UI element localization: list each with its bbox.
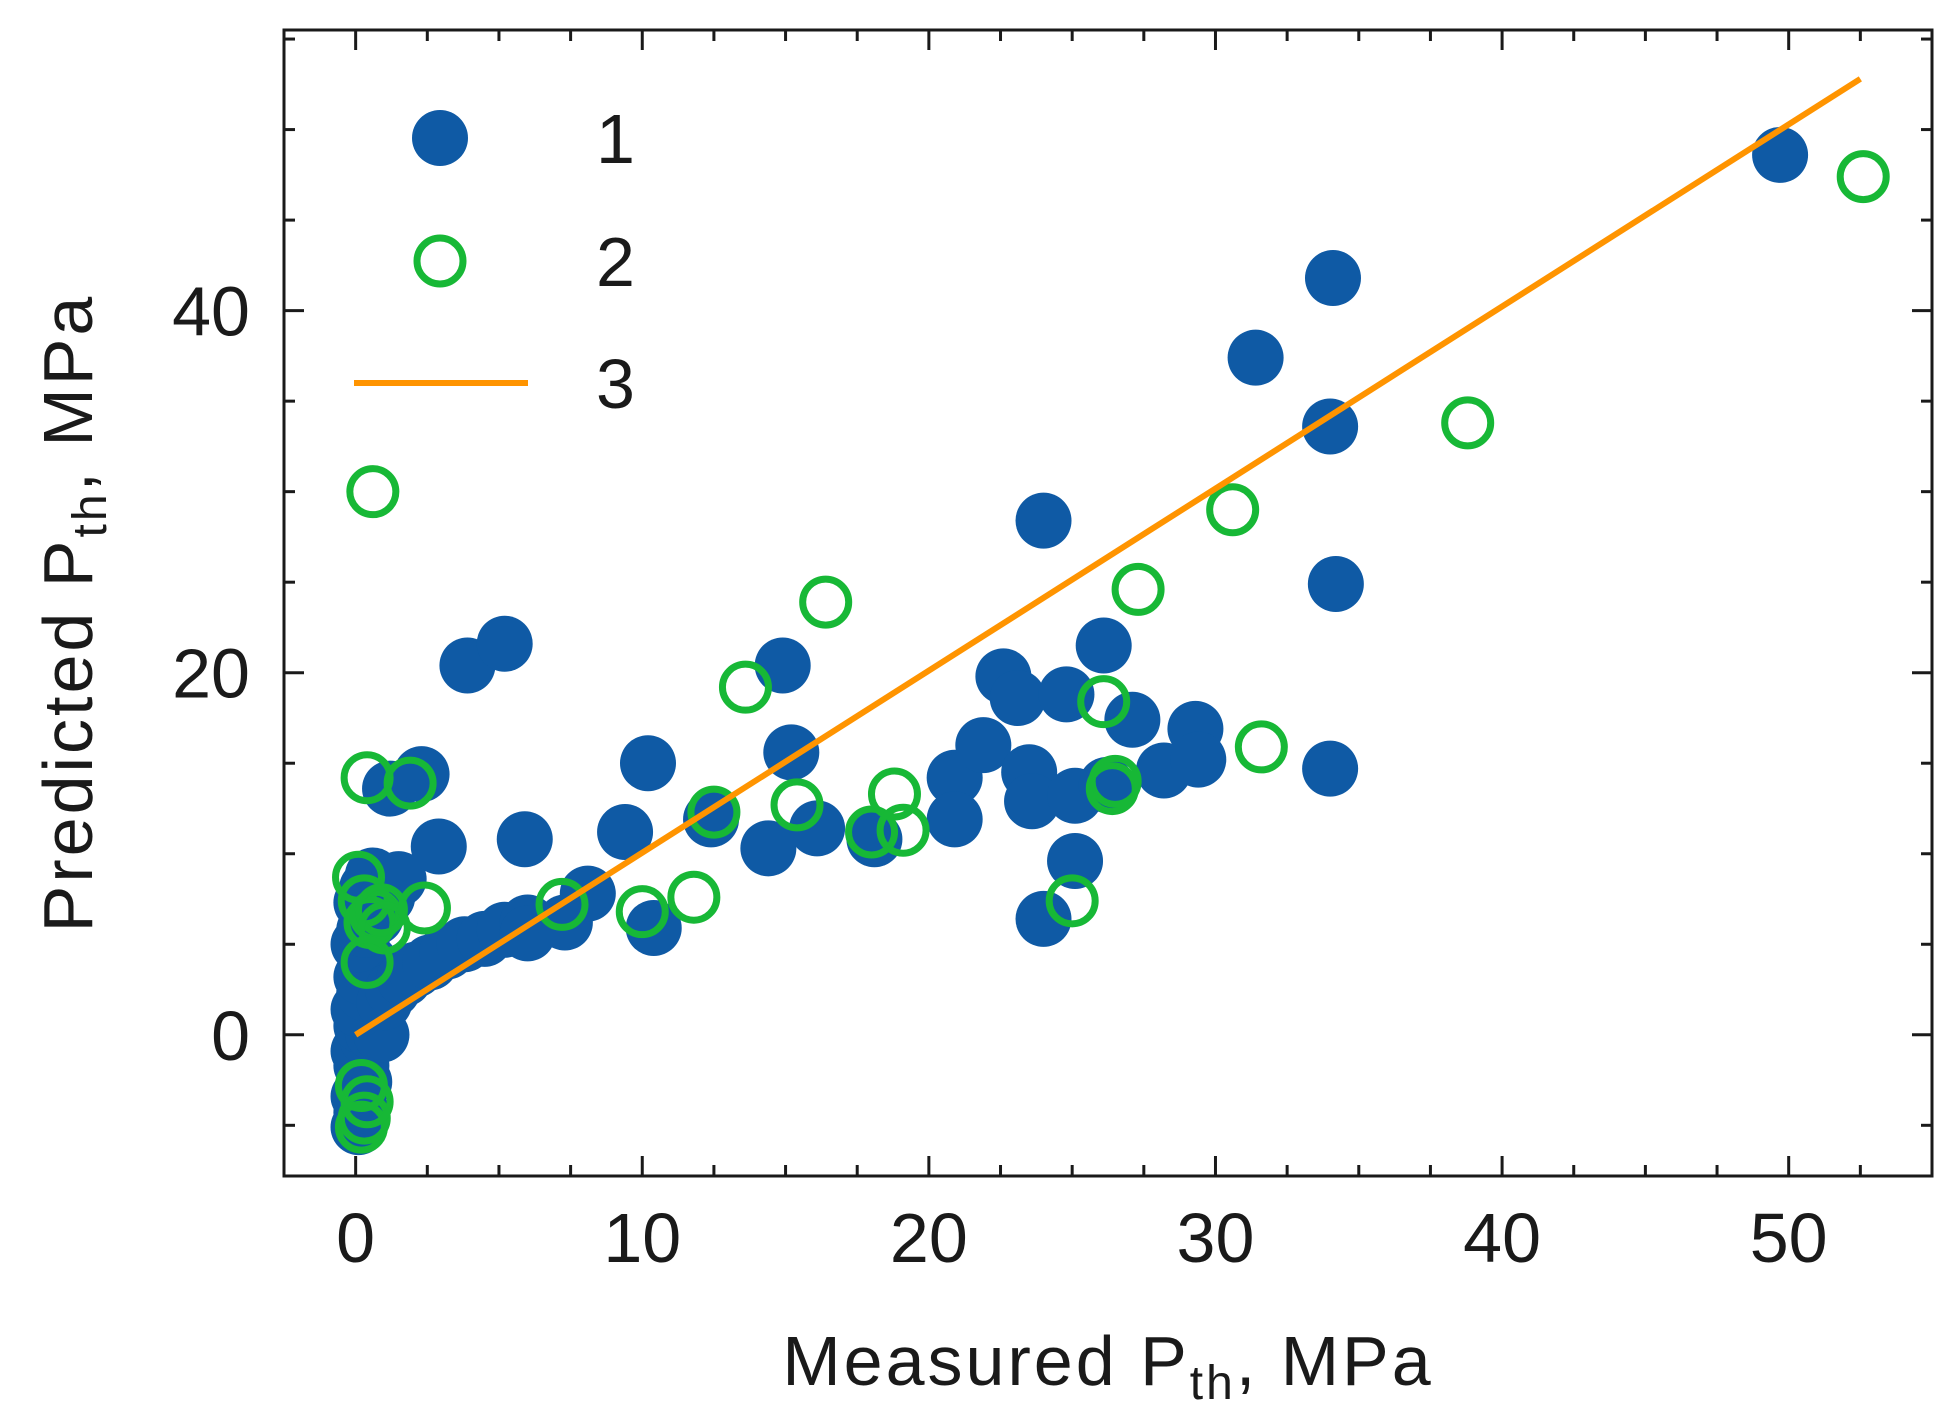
legend-label-series-3: 3 <box>596 345 635 423</box>
y-tick-label: 20 <box>172 635 250 713</box>
x-axis-label-unit: , MPa <box>1236 1322 1434 1400</box>
tick-marks <box>282 30 1934 1176</box>
tick-labels: 0 10 20 30 40 50 0 20 40 <box>172 273 1828 1277</box>
data-point-series-2 <box>770 778 824 832</box>
data-point-series-2 <box>383 756 437 810</box>
data-point-series-1 <box>1304 250 1361 307</box>
data-point-series-1 <box>1227 329 1284 386</box>
data-point-series-2 <box>845 805 899 859</box>
data-point-series-1 <box>740 820 797 877</box>
data-point-series-1 <box>926 791 983 848</box>
data-point-series-1 <box>1302 398 1359 455</box>
data-point-series-2 <box>1441 396 1495 450</box>
data-point-series-1 <box>1015 890 1072 947</box>
x-axis-label-main: Measured P <box>782 1322 1189 1400</box>
y-axis-label-main: Predicted P <box>29 537 107 932</box>
data-point-series-1 <box>989 670 1046 727</box>
legend-label-series-2: 2 <box>596 223 635 301</box>
x-tick-label: 50 <box>1750 1199 1828 1277</box>
data-point-series-1 <box>955 717 1012 774</box>
y-axis-label: Predicted Pth, MPa <box>29 294 117 933</box>
x-tick-label: 10 <box>603 1199 681 1277</box>
data-point-series-2 <box>867 767 921 821</box>
data-point-series-1 <box>1004 773 1061 830</box>
legend-marker-series-1 <box>412 110 468 166</box>
data-point-series-2 <box>1206 483 1260 537</box>
data-point-series-1 <box>1104 691 1161 748</box>
data-point-series-1 <box>1047 832 1104 889</box>
data-point-series-2 <box>1085 762 1139 816</box>
data-point-series-1 <box>1170 731 1227 788</box>
legend: 1 2 3 <box>354 100 635 423</box>
data-point-series-2 <box>334 1058 388 1112</box>
series-3-line <box>354 76 1862 1038</box>
data-point-series-1 <box>619 735 676 792</box>
data-point-series-1 <box>1075 617 1132 674</box>
data-point-series-1 <box>1307 555 1364 612</box>
x-axis-label-subscript: th <box>1190 1357 1236 1410</box>
data-point-series-1 <box>754 637 811 694</box>
data-point-series-1 <box>1302 740 1359 797</box>
data-point-series-2 <box>535 877 589 931</box>
data-point-series-2 <box>1111 562 1165 616</box>
data-point-series-2 <box>346 465 400 519</box>
x-tick-label: 0 <box>336 1199 375 1277</box>
data-point-series-2 <box>1234 720 1288 774</box>
x-tick-label: 30 <box>1177 1199 1255 1277</box>
legend-marker-series-2 <box>413 234 467 288</box>
data-point-series-2 <box>667 870 721 924</box>
y-axis-label-subscript: th <box>64 491 117 537</box>
data-point-series-2 <box>615 885 669 939</box>
data-point-series-1 <box>789 800 846 857</box>
data-point-series-2 <box>876 803 930 857</box>
y-tick-label: 40 <box>172 273 250 351</box>
data-point-series-1 <box>496 811 553 868</box>
data-point-series-2 <box>397 881 451 935</box>
plot-frame <box>282 28 1934 1178</box>
y-tick-label: 0 <box>211 997 250 1075</box>
legend-label-series-1: 1 <box>596 100 635 178</box>
data-point-series-2 <box>1045 874 1099 928</box>
x-tick-label: 40 <box>1463 1199 1541 1277</box>
y-axis-label-unit: , MPa <box>29 294 107 492</box>
x-axis-label: Measured Pth, MPa <box>782 1322 1433 1410</box>
data-point-series-1 <box>393 746 450 803</box>
data-point-series-2 <box>340 935 394 989</box>
data-point-series-2 <box>1836 150 1890 204</box>
data-point-series-1 <box>410 818 467 875</box>
data-point-series-2 <box>1077 675 1131 729</box>
plot-area <box>330 76 1890 1156</box>
data-point-series-2 <box>799 575 853 629</box>
data-point-series-2 <box>718 660 772 714</box>
x-tick-label: 20 <box>890 1199 968 1277</box>
data-point-series-1 <box>476 615 533 672</box>
data-point-series-2 <box>687 785 741 839</box>
data-point-series-1 <box>1752 126 1809 183</box>
data-point-series-1 <box>597 804 654 861</box>
data-point-series-1 <box>1015 492 1072 549</box>
